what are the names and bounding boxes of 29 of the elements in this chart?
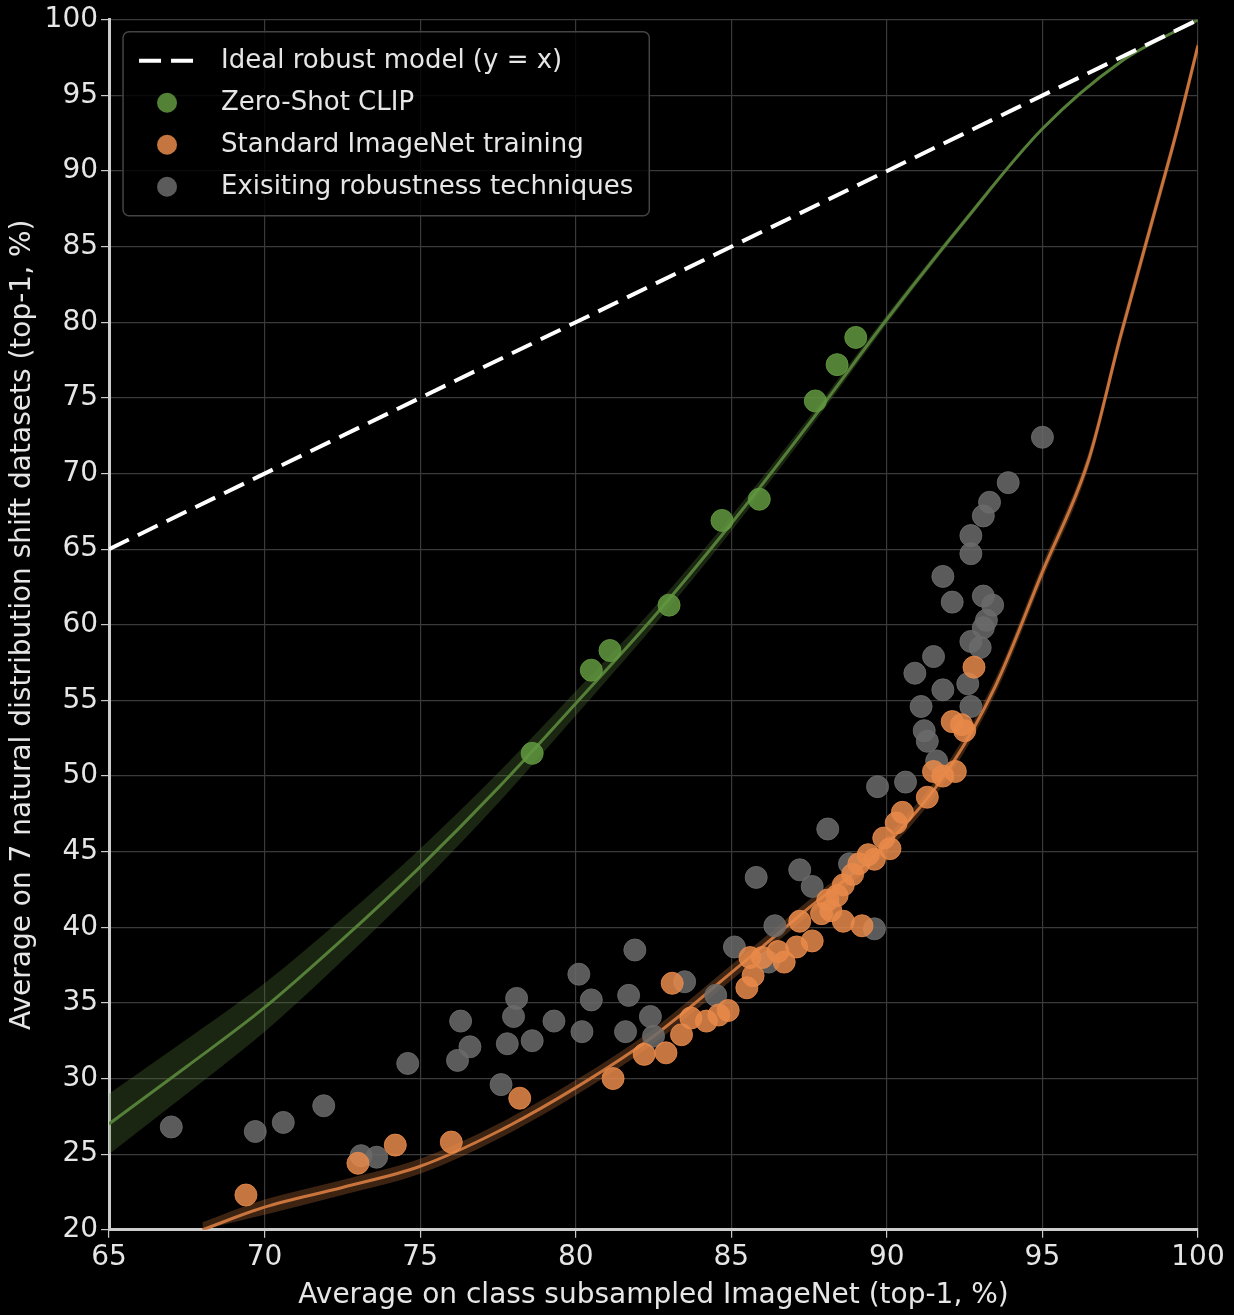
y-tick-label: 90 [62, 152, 99, 186]
y-tick-label: 50 [62, 757, 99, 791]
legend-label: Ideal robust model (y = x) [221, 43, 563, 74]
x-tick-label: 100 [1171, 1238, 1225, 1272]
y-tick-label: 70 [62, 454, 99, 488]
x-tick-label: 95 [1024, 1238, 1061, 1272]
y-tick-label: 95 [62, 76, 99, 110]
y-tick-label: 45 [62, 832, 99, 866]
x-tick-label: 70 [246, 1238, 283, 1272]
y-tick-label: 85 [62, 227, 99, 261]
y-tick-label: 100 [44, 1, 99, 35]
y-tick-label: 80 [62, 303, 99, 337]
x-axis-title: Average on class subsampled ImageNet (top-1, %) [298, 1277, 1009, 1311]
y-tick-label: 75 [62, 379, 99, 413]
legend-label: Zero-Shot CLIP [221, 85, 415, 116]
legend-label: Standard ImageNet training [221, 127, 584, 158]
y-tick-label: 60 [62, 606, 99, 640]
y-tick-label: 55 [62, 681, 99, 715]
y-tick-label: 35 [62, 984, 99, 1018]
x-tick-label: 90 [869, 1238, 905, 1272]
legend-label: Exisiting robustness techniques [221, 169, 634, 200]
x-tick-label: 80 [557, 1238, 594, 1272]
x-tick-label: 85 [713, 1238, 750, 1272]
y-tick-label: 40 [62, 908, 99, 942]
x-tick-label: 75 [402, 1238, 438, 1272]
y-axis-title: Average on 7 natural distribution shift datasets (top-1, %) [4, 219, 38, 1031]
y-tick-label: 30 [62, 1059, 99, 1093]
y-tick-label: 25 [62, 1135, 99, 1169]
y-tick-label: 65 [62, 530, 99, 564]
